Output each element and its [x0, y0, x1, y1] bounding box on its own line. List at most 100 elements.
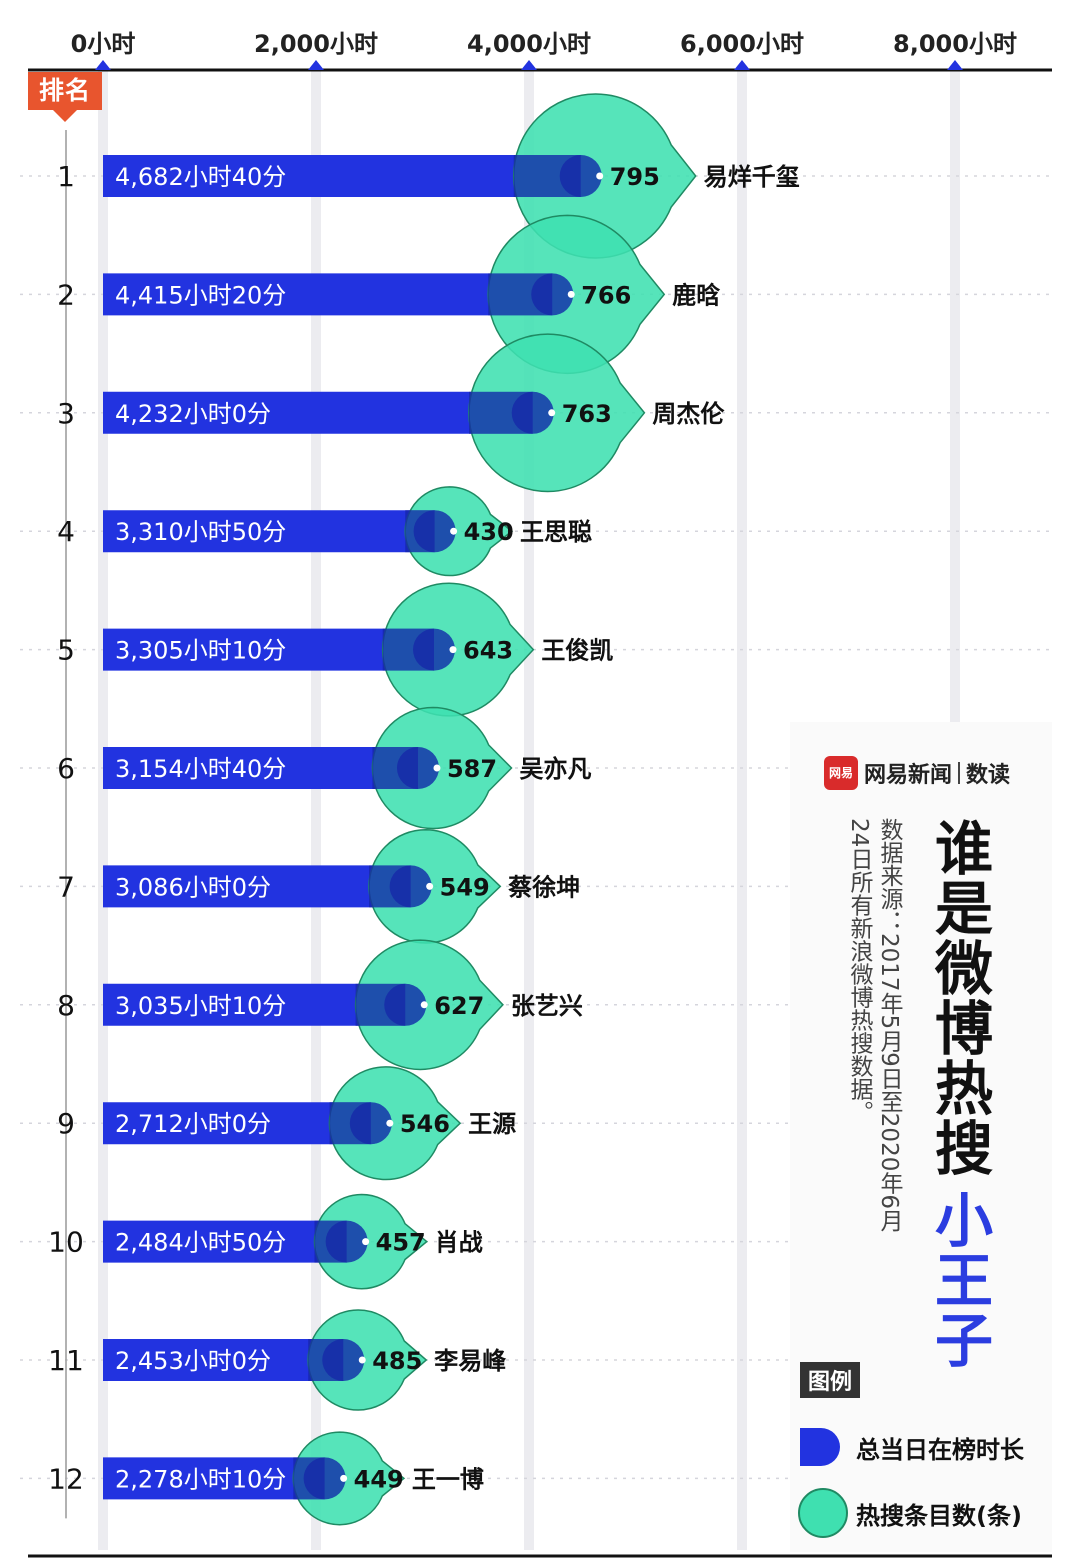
bar-overlap-cap: [396, 747, 439, 789]
name-label: 王俊凯: [541, 637, 613, 665]
rank-label: 3: [57, 397, 75, 430]
count-label: 587: [447, 755, 497, 783]
brand: 网易 网易新闻 数读: [824, 756, 1010, 790]
legend-bar-swatch: [800, 1428, 840, 1466]
duration-label: 2,453小时0分: [115, 1347, 271, 1375]
duration-bar: [103, 510, 456, 553]
rank-label: 7: [57, 870, 75, 903]
x-tick-label: 2,000小时: [254, 30, 378, 58]
bar-overlap-cap: [322, 1339, 365, 1381]
x-tick-marker: [734, 60, 750, 70]
rank-label: 12: [48, 1462, 84, 1495]
name-label: 蔡徐坤: [508, 873, 580, 901]
x-tick-label: 8,000小时: [893, 30, 1017, 58]
count-bubble: [328, 1066, 462, 1181]
count-bubble: [354, 939, 504, 1071]
x-tick-label: 0小时: [71, 30, 136, 58]
headline-main: 谁是微博热搜: [925, 818, 993, 1178]
bar-end-dot: [426, 882, 434, 890]
duration-bar: [103, 865, 432, 908]
count-label: 457: [376, 1229, 426, 1257]
duration-label: 3,305小时10分: [115, 637, 286, 665]
rank-label: 1: [57, 160, 75, 193]
legend-bar-label: 总当日在榜时长: [856, 1436, 1024, 1464]
duration-bar: [103, 155, 602, 197]
bar-end-dot: [420, 1001, 428, 1009]
legend-title: 图例: [800, 1362, 861, 1398]
count-label: 485: [372, 1347, 422, 1375]
duration-bar: [103, 1220, 368, 1263]
x-tick-marker: [308, 60, 324, 70]
count-bubble: [371, 706, 513, 830]
bar-end-dot: [358, 1356, 366, 1364]
duration-label: 3,086小时0分: [115, 873, 271, 901]
bar-overlap-cap: [511, 391, 554, 434]
duration-label: 2,278小时10分: [115, 1465, 286, 1493]
brand-logo-icon: 网易: [824, 756, 858, 790]
bar-end-dot: [362, 1238, 370, 1246]
bar-overlap-cap: [559, 155, 602, 197]
bar-overlap-cap: [413, 628, 456, 671]
duration-bar: [103, 273, 574, 316]
x-tick-marker: [95, 60, 111, 70]
x-tick-label: 4,000小时: [467, 30, 591, 58]
rank-label: 10: [48, 1226, 84, 1259]
legend-bubble-label: 热搜条目数(条): [856, 1502, 1022, 1530]
rank-label: 8: [57, 989, 75, 1022]
count-label: 449: [354, 1465, 404, 1493]
duration-bar: [103, 1102, 392, 1145]
bar-overlap-cap: [531, 273, 574, 316]
bar-end-dot: [450, 527, 458, 535]
count-bubble: [313, 1193, 428, 1290]
duration-bar: [103, 628, 456, 671]
count-label: 549: [440, 873, 490, 901]
duration-label: 2,484小时50分: [115, 1229, 286, 1257]
bar-overlap-cap: [413, 510, 456, 553]
duration-label: 4,232小时0分: [115, 400, 271, 428]
rank-label: 9: [57, 1107, 75, 1140]
name-label: 李易峰: [434, 1347, 506, 1375]
bar-end-dot: [433, 764, 441, 772]
count-bubble: [307, 1309, 428, 1411]
rank-label: 6: [57, 752, 75, 785]
bar-end-dot: [386, 1119, 394, 1127]
bar-overlap-cap: [349, 1102, 392, 1145]
duration-label: 2,712小时0分: [115, 1110, 271, 1138]
x-tick-marker: [947, 60, 963, 70]
count-label: 763: [562, 400, 612, 428]
bar-overlap-cap: [384, 983, 427, 1026]
brand-name: 网易新闻: [864, 763, 953, 788]
legend-bubble-swatch: [798, 1488, 848, 1538]
rank-header-badge: 排名: [28, 72, 102, 110]
bar-overlap-cap: [303, 1457, 346, 1500]
name-label: 王源: [468, 1110, 516, 1138]
name-label: 王思聪: [520, 518, 592, 546]
name-label: 肖战: [435, 1229, 483, 1257]
rank-label: 5: [57, 634, 75, 667]
bar-overlap-cap: [389, 865, 432, 908]
name-label: 吴亦凡: [520, 755, 592, 783]
name-label: 易烊千玺: [704, 163, 800, 191]
name-label: 张艺兴: [511, 992, 583, 1020]
rank-label: 4: [57, 515, 75, 548]
duration-bar: [103, 1457, 346, 1500]
duration-label: 3,310小时50分: [115, 518, 286, 546]
bar-overlap-cap: [325, 1220, 368, 1263]
bar-end-dot: [548, 409, 556, 417]
count-label: 766: [581, 281, 631, 309]
count-bubble: [404, 486, 514, 577]
x-tick-marker: [521, 60, 537, 70]
count-label: 430: [464, 518, 514, 546]
duration-label: 3,035小时10分: [115, 992, 286, 1020]
rank-header-arrow: [51, 108, 79, 122]
duration-bar: [103, 983, 427, 1026]
bar-end-dot: [449, 646, 457, 654]
duration-label: 3,154小时40分: [115, 755, 286, 783]
count-bubble: [468, 333, 646, 493]
duration-label: 4,415小时20分: [115, 281, 286, 309]
count-bubble: [292, 1431, 406, 1526]
count-label: 643: [463, 637, 513, 665]
count-label: 795: [610, 163, 660, 191]
